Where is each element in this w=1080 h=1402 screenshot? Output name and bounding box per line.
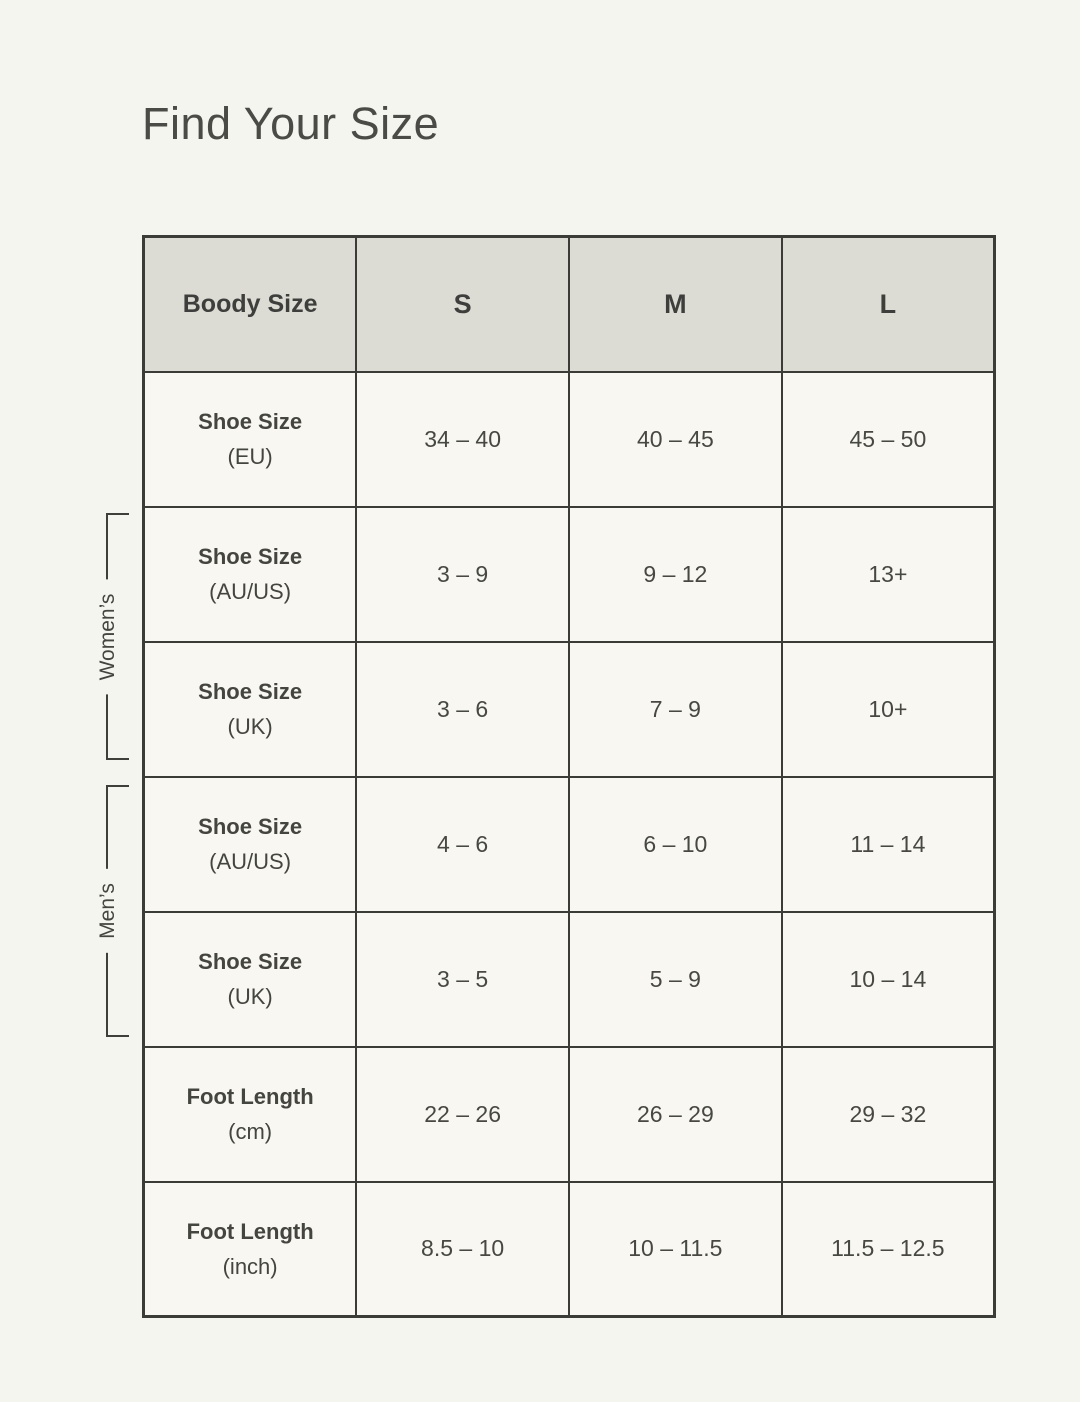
row-label-main: Foot Length bbox=[186, 1084, 314, 1109]
size-table: Boody Size S M L Shoe Size (EU) 34 – 40 … bbox=[142, 235, 996, 1318]
size-value: 13+ bbox=[868, 560, 908, 587]
mens-group-label: Men’s bbox=[96, 869, 120, 953]
table-row: Foot Length (cm) 22 – 26 26 – 29 29 – 32 bbox=[142, 1045, 996, 1183]
row-label-main: Shoe Size bbox=[198, 814, 303, 839]
row-label-shoe-size-uk-mens: Shoe Size (UK) bbox=[142, 910, 358, 1048]
size-value: 4 – 6 bbox=[437, 830, 489, 857]
header-cell-boody-size: Boody Size bbox=[142, 235, 358, 373]
size-value: 11 – 14 bbox=[850, 830, 926, 857]
row-label-main: Foot Length bbox=[186, 1218, 314, 1244]
header-cell-size-m: M bbox=[568, 235, 783, 373]
row-label-unit: (UK) bbox=[227, 714, 273, 739]
table-row: Shoe Size (AU/US) 3 – 9 9 – 12 13+ bbox=[142, 505, 996, 643]
row-label-shoe-size-au-us-womens: Shoe Size (AU/US) bbox=[142, 505, 358, 643]
size-value: 26 – 29 bbox=[637, 1100, 714, 1127]
size-value: 10 – 14 bbox=[849, 965, 927, 992]
size-value: 7 – 9 bbox=[649, 695, 701, 722]
size-value: 10 – 11.5 bbox=[628, 1235, 723, 1262]
row-label-main: Shoe Size bbox=[198, 679, 303, 704]
row-label-main: Shoe Size bbox=[198, 409, 303, 434]
size-value: 3 – 9 bbox=[437, 560, 489, 587]
row-label-shoe-size-au-us-mens: Shoe Size (AU/US) bbox=[142, 775, 358, 913]
size-value: 22 – 26 bbox=[424, 1100, 501, 1127]
womens-group-label: Women’s bbox=[96, 579, 120, 695]
row-label-foot-length-inch: Foot Length (inch) bbox=[142, 1180, 358, 1318]
row-label-main: Shoe Size bbox=[198, 949, 303, 974]
page-title: Find Your Size bbox=[142, 98, 440, 149]
size-value: 34 – 40 bbox=[424, 425, 501, 452]
header-cell-size-l: L bbox=[780, 235, 996, 373]
header-cell-size-s: S bbox=[355, 235, 570, 373]
table-row: Shoe Size (EU) 34 – 40 40 – 45 45 – 50 bbox=[142, 370, 996, 508]
size-value: 9 – 12 bbox=[643, 560, 708, 587]
size-value: 45 – 50 bbox=[849, 425, 927, 452]
size-value: 5 – 9 bbox=[649, 965, 701, 992]
table-row: Shoe Size (UK) 3 – 5 5 – 9 10 – 14 bbox=[142, 910, 996, 1048]
table-row: Shoe Size (AU/US) 4 – 6 6 – 10 11 – 14 bbox=[142, 775, 996, 913]
row-label-unit: (cm) bbox=[228, 1119, 273, 1144]
table-header-row: Boody Size S M L bbox=[142, 235, 996, 373]
row-label-unit: (AU/US) bbox=[209, 849, 292, 874]
size-value: 3 – 5 bbox=[437, 965, 489, 992]
size-value: 10+ bbox=[868, 695, 908, 722]
size-value: 11.5 – 12.5 bbox=[831, 1235, 945, 1262]
row-label-unit: (EU) bbox=[227, 444, 273, 469]
row-label-unit: (UK) bbox=[227, 984, 273, 1009]
size-value: 40 – 45 bbox=[637, 425, 714, 452]
row-label-unit: (AU/US) bbox=[209, 579, 292, 604]
size-value: 3 – 6 bbox=[437, 695, 489, 722]
size-value: 8.5 – 10 bbox=[421, 1235, 505, 1262]
size-value: 29 – 32 bbox=[849, 1100, 927, 1127]
row-label-shoe-size-uk-womens: Shoe Size (UK) bbox=[142, 640, 358, 778]
row-label-main: Shoe Size bbox=[198, 544, 303, 569]
row-label-shoe-size-eu: Shoe Size (EU) bbox=[142, 370, 358, 508]
table-row: Foot Length (inch) 8.5 – 10 10 – 11.5 11… bbox=[142, 1180, 996, 1318]
row-label-foot-length-cm: Foot Length (cm) bbox=[142, 1045, 358, 1183]
table-row: Shoe Size (UK) 3 – 6 7 – 9 10+ bbox=[142, 640, 996, 778]
row-label-unit: (inch) bbox=[222, 1253, 278, 1279]
size-value: 6 – 10 bbox=[643, 830, 708, 857]
